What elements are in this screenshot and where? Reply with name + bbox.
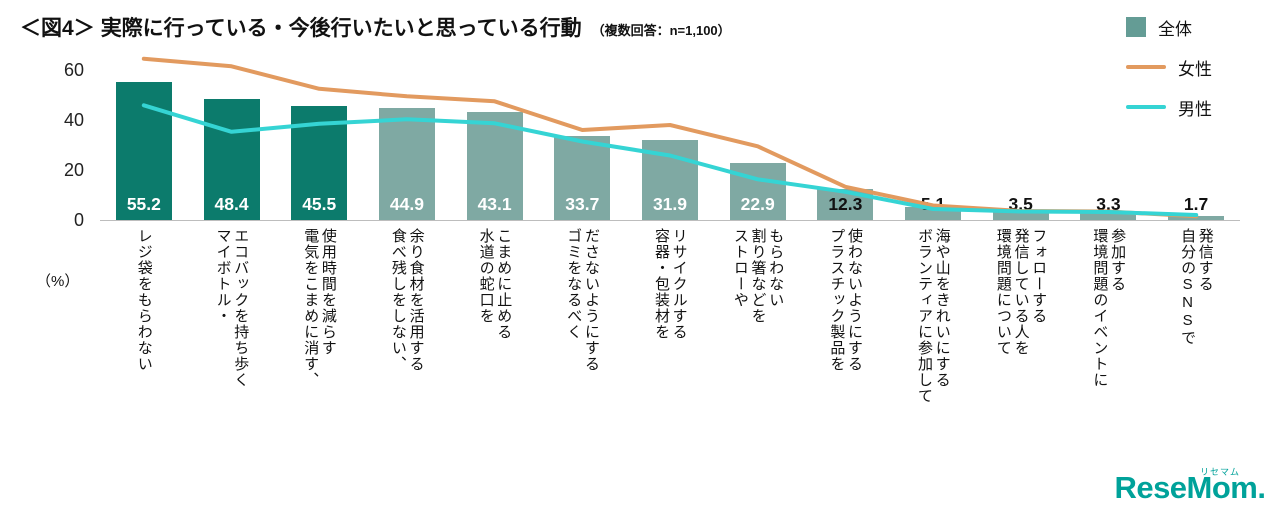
bar-column: 45.5 [275,45,363,220]
y-tick-label: 60 [63,60,84,80]
bars-layer: 55.2 48.4 45.5 44.9 43.1 33.7 31.9 22.9 12.3 5.1 3… [100,45,1240,220]
bar-column: 1.7 [1152,45,1240,220]
category-label: 電気をこまめに消す、 使用時間を減らす [302,228,337,388]
bar-value-label: 31.9 [652,194,687,214]
bar-column: 55.2 [100,45,188,220]
bar-column: 12.3 [802,45,890,220]
bar-value-label: 5.1 [920,194,946,214]
category-label: 環境問題について 発信している人を フォローする [994,228,1048,356]
category-label: 容器・包装材を リサイクルする [652,228,688,340]
resemom-logo: リセマム ReseMom. [1114,467,1266,506]
category-column: 環境問題について 発信している人を フォローする [977,228,1065,480]
plot-area: 55.2 48.4 45.5 44.9 43.1 33.7 31.9 22.9 12.3 5.1 3… [100,45,1240,221]
bar-column: 44.9 [363,45,451,220]
bar-value-label: 12.3 [828,194,863,214]
y-tick-label: 20 [63,160,84,180]
bar-value-label: 55.2 [126,194,161,214]
category-label: マイボトル・ エコバックを持ち歩く [214,228,250,388]
y-axis: 0 20 40 60 [0,45,92,230]
category-label: ゴミをなるべく ださないようにする [565,228,600,372]
category-column: ボランティアに参加して 海や山をきれいにする [889,228,977,480]
bar-value-label: 45.5 [302,194,337,214]
category-column: レジ袋をもらわない [100,228,188,480]
category-label: レジ袋をもらわない [135,228,153,372]
bar-value-label: 33.7 [565,194,600,214]
category-label: ストローや 割り箸などを もらわない [731,228,785,324]
category-label: 環境問題のイベントに 参加する [1091,228,1127,388]
category-column: 自分のSNSで 発信する [1152,228,1240,480]
category-column: マイボトル・ エコバックを持ち歩く [188,228,276,480]
bar-column: 3.3 [1065,45,1153,220]
logo-suffix: . [1257,470,1266,505]
overall-swatch-icon [1126,17,1146,37]
bar-value-label: 3.3 [1096,194,1121,214]
bar-column: 3.5 [977,45,1065,220]
bar-value-label: 44.9 [389,194,424,214]
figure-number: ＜図4＞ [20,17,95,40]
category-column: 電気をこまめに消す、 使用時間を減らす [275,228,363,480]
y-axis-unit: （%） [36,273,80,290]
category-column: 容器・包装材を リサイクルする [626,228,714,480]
legend-label-overall: 全体 [1158,19,1192,39]
bar-value-label: 1.7 [1183,194,1209,214]
bar-column: 31.9 [626,45,714,220]
bar-column: 48.4 [188,45,276,220]
category-column: 環境問題のイベントに 参加する [1065,228,1153,480]
category-label: 食べ残しをしない、 余り食材を活用する [389,228,425,372]
title-text: 実際に行っている・今後行いたいと思っている行動 [100,17,582,40]
bar-column: 43.1 [451,45,539,220]
bar [1168,215,1225,220]
logo-ruby: リセマム [1199,467,1240,477]
category-label: 自分のSNSで 発信する [1179,228,1214,346]
category-column: ストローや 割り箸などを もらわない [714,228,802,480]
y-tick-label: 40 [63,110,84,130]
category-column: ゴミをなるべく ださないようにする [538,228,626,480]
bar-value-label: 43.1 [477,194,512,214]
category-column: 水道の蛇口を こまめに止める [451,228,539,480]
title-note: （複数回答：n=1,100） [591,23,731,38]
bar-value-label: 3.5 [1008,194,1033,214]
bar-column: 33.7 [538,45,626,220]
category-label: プラスチック製品を 使わないようにする [828,228,864,372]
bar-value-label: 22.9 [740,194,775,214]
bar-value-label: 48.4 [214,194,249,214]
category-labels: レジ袋をもらわない マイボトル・ エコバックを持ち歩く 電気をこまめに消す、 使用時… [100,228,1240,480]
category-column: 食べ残しをしない、 余り食材を活用する [363,228,451,480]
logo-text: ReseMom [1114,470,1258,505]
legend-item-overall: 全体 [1126,16,1212,39]
category-label: 水道の蛇口を こまめに止める [477,228,513,340]
category-column: プラスチック製品を 使わないようにする [802,228,890,480]
category-label: ボランティアに参加して 海や山をきれいにする [916,228,951,404]
bar-column: 22.9 [714,45,802,220]
y-tick-label: 0 [73,210,84,230]
chart-title: ＜図4＞ 実際に行っている・今後行いたいと思っている行動 （複数回答：n=1,1… [20,12,731,42]
bar-column: 5.1 [889,45,977,220]
